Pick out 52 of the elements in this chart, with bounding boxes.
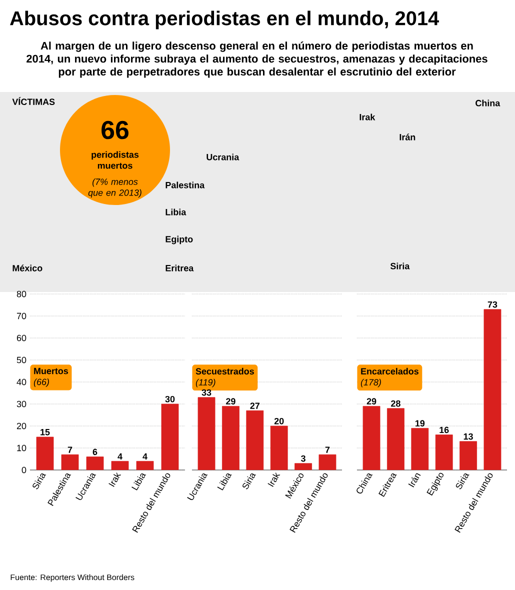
text: Libia — [166, 208, 186, 216]
data-label: 6 — [92, 448, 98, 456]
data-label: 4 — [118, 453, 122, 460]
data-label: 13 — [464, 433, 473, 440]
text: periodistas muertos — [92, 151, 139, 169]
text: Abusos contra periodistas en el mundo, 2014 — [10, 10, 439, 30]
x-tick-label: Irak — [108, 472, 122, 487]
y-tick-label: 10 — [17, 444, 26, 452]
data-label: 30 — [165, 396, 175, 402]
x-tick-label: Irán — [408, 473, 421, 488]
data-label: 33 — [202, 389, 212, 396]
data-label: 29 — [226, 398, 236, 405]
text: China — [476, 100, 500, 106]
y-tick-label: 20 — [16, 422, 26, 430]
text: Siria — [390, 262, 410, 270]
text: Irán — [400, 134, 416, 140]
text: (178) — [360, 378, 381, 388]
y-tick-label: 0 — [22, 466, 26, 474]
text: 66 — [102, 120, 128, 140]
text: Ucrania — [206, 154, 240, 160]
text: (66) — [34, 378, 49, 387]
text: Al margen de un ligero descenso general en el número de periodistas muertos en 2014, un nuevo informe subraya el aumento de secuestros, amenazas y decapitaciones por parte de perpetradores que buscan desalentar el escrutinio del exterior — [26, 42, 488, 78]
data-label: 16 — [440, 426, 449, 434]
text: Muertos — [34, 368, 68, 374]
data-label: 19 — [415, 420, 425, 427]
data-label: 7 — [325, 446, 330, 453]
data-label: 7 — [68, 446, 72, 453]
data-label: 29 — [366, 398, 376, 405]
x-tick-label: Irak — [268, 472, 280, 487]
text: Eritrea — [166, 264, 194, 272]
data-label: 20 — [274, 418, 284, 424]
text: (119) — [196, 378, 216, 388]
text: Palestina — [166, 182, 205, 188]
text: México — [12, 264, 42, 272]
text: Irak — [360, 114, 376, 120]
y-tick-label: 60 — [16, 334, 26, 342]
data-label: 4 — [142, 453, 148, 460]
text: Egipto — [166, 236, 193, 244]
text: Secuestrados — [196, 368, 254, 375]
y-tick-label: 70 — [16, 312, 26, 320]
y-tick-label: 30 — [16, 400, 26, 408]
text: (7% menos que en 2013) — [88, 178, 142, 198]
data-label: 27 — [250, 402, 260, 409]
data-label: 73 — [488, 301, 498, 308]
y-tick-label: 40 — [16, 378, 26, 386]
text: VÍCTIMAS — [12, 96, 55, 106]
text: Encarcelados — [361, 368, 418, 375]
y-tick-label: 50 — [16, 356, 26, 364]
data-label: 28 — [391, 400, 400, 407]
data-label: 3 — [300, 455, 306, 462]
y-tick-label: 80 — [16, 290, 26, 298]
data-label: 15 — [40, 429, 50, 436]
